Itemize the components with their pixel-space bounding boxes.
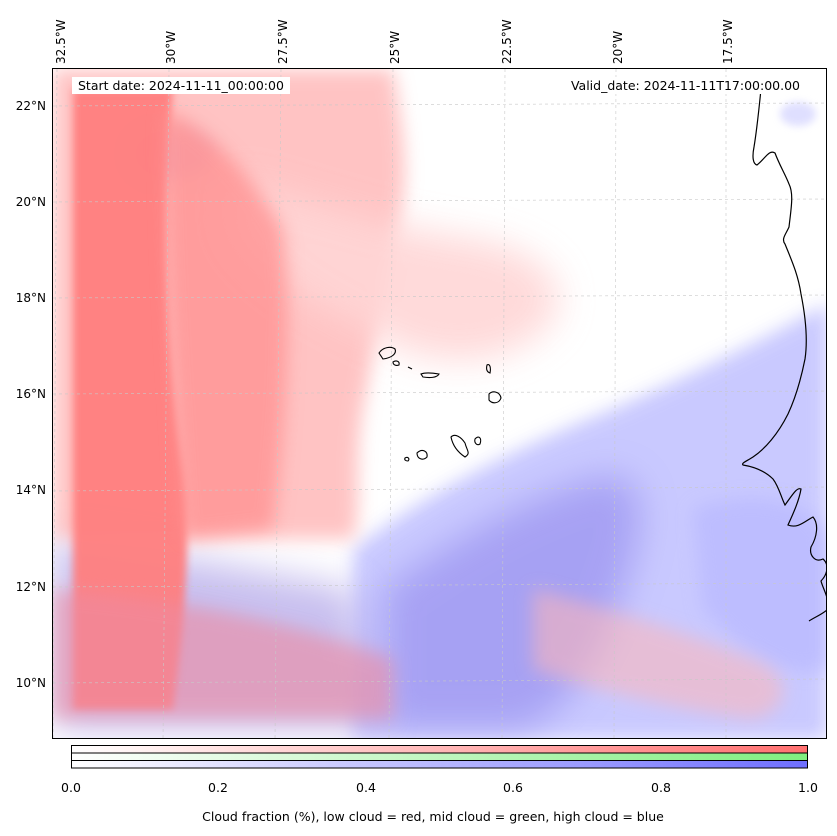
colorbar xyxy=(71,745,808,769)
island-sao-nicolau xyxy=(420,372,440,379)
valid-date-label: Valid_date: 2024-11-11T17:00:00.00 xyxy=(564,77,806,94)
colorbar-tick-0: 0.0 xyxy=(61,780,81,795)
cape-verde-islands xyxy=(378,346,502,462)
colorbar-tick-4: 0.8 xyxy=(651,780,671,795)
colorbar-tick-5: 1.0 xyxy=(798,780,818,795)
island-santiago xyxy=(450,434,469,458)
colorbar-tick-2: 0.4 xyxy=(356,780,376,795)
lon-label-25w: 25°W xyxy=(388,30,402,64)
africa-coast xyxy=(742,88,826,622)
lat-label-20n: 20°N xyxy=(15,195,46,209)
high-cloud-top-right xyxy=(780,102,816,126)
lat-label-16n: 16°N xyxy=(15,387,46,401)
low-cloud-core xyxy=(73,89,188,709)
island-santo-antao xyxy=(378,346,396,360)
low-cloud-spread xyxy=(233,179,559,360)
low-cloud-mid-band xyxy=(163,109,288,539)
lon-label-32-5w: 32.5°W xyxy=(54,19,68,64)
lon-label-27-5w: 27.5°W xyxy=(276,19,290,64)
lat-label-18n: 18°N xyxy=(15,291,46,305)
lon-label-20w: 20°W xyxy=(611,30,625,64)
graticule xyxy=(53,69,826,738)
lon-label-22-5w: 22.5°W xyxy=(500,19,514,64)
map-panel[interactable]: Start date: 2024-11-11_00:00:00 Valid_da… xyxy=(52,68,827,739)
colorbar-label: Cloud fraction (%), low cloud = red, mid… xyxy=(202,809,664,824)
colorbar-mid-cloud xyxy=(71,752,808,761)
island-brava xyxy=(404,456,410,462)
colorbar-high-cloud xyxy=(71,760,808,769)
low-cloud-south xyxy=(53,589,393,719)
lon-label-17-5w: 17.5°W xyxy=(721,19,735,64)
island-sao-vicente xyxy=(392,360,400,366)
lon-label-30w: 30°W xyxy=(164,30,178,64)
coastline xyxy=(742,88,826,622)
colorbar-tick-1: 0.2 xyxy=(208,780,228,795)
low-cloud-southeast xyxy=(533,589,783,719)
colorbar-low-cloud xyxy=(71,745,808,754)
island-boa-vista xyxy=(488,391,502,404)
lat-label-12n: 12°N xyxy=(15,580,46,594)
lat-label-14n: 14°N xyxy=(15,483,46,497)
lat-label-22n: 22°N xyxy=(15,99,46,113)
start-date-label: Start date: 2024-11-11_00:00:00 xyxy=(72,77,290,94)
island-maio xyxy=(474,436,482,446)
island-santa-luzia xyxy=(407,366,413,370)
cloud-fraction-map xyxy=(53,69,826,738)
island-fogo xyxy=(416,449,428,460)
lat-label-10n: 10°N xyxy=(15,676,46,690)
island-sal xyxy=(486,364,491,374)
colorbar-tick-3: 0.6 xyxy=(503,780,523,795)
low-cloud-layer xyxy=(53,69,783,719)
